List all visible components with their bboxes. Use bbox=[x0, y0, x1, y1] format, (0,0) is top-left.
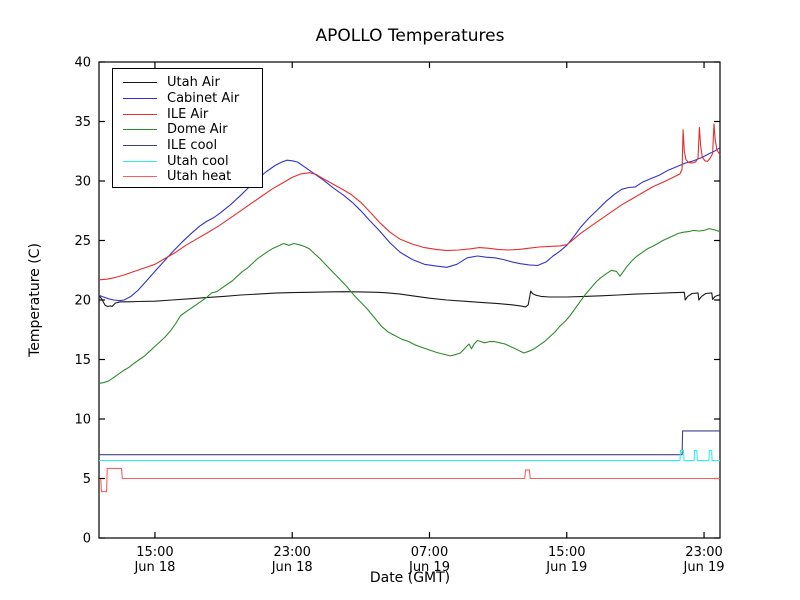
legend-line-sample-utah-heat bbox=[123, 176, 157, 178]
legend-line-sample-utah-cool bbox=[123, 160, 157, 162]
series-line-utah-heat bbox=[99, 467, 720, 493]
legend-item-cabinet-air: Cabinet Air bbox=[123, 91, 262, 107]
legend-item-ile-cool: ILE cool bbox=[123, 138, 262, 154]
legend-label-utah-air: Utah Air bbox=[167, 75, 220, 91]
legend: Utah Air Cabinet Air ILE Air Dome Air ILE co… bbox=[112, 68, 263, 188]
series-line-ile-air bbox=[98, 123, 721, 281]
legend-item-utah-air: Utah Air bbox=[123, 75, 262, 91]
legend-line-sample-ile-air bbox=[123, 113, 157, 115]
legend-label-ile-cool: ILE cool bbox=[167, 138, 218, 154]
legend-label-cabinet-air: Cabinet Air bbox=[167, 91, 240, 107]
legend-line-sample-ile-cool bbox=[123, 145, 157, 147]
y-tick-label: 40 bbox=[74, 56, 91, 71]
legend-label-dome-air: Dome Air bbox=[167, 122, 228, 138]
y-tick-label: 20 bbox=[74, 294, 91, 309]
series-line-ile-cool bbox=[99, 430, 720, 456]
x-tick-label-date: Jun 19 bbox=[683, 560, 725, 575]
y-tick-label: 10 bbox=[74, 413, 91, 428]
y-tick-label: 30 bbox=[74, 175, 91, 190]
legend-item-utah-cool: Utah cool bbox=[123, 153, 262, 169]
series-line-utah-air bbox=[98, 290, 721, 308]
x-tick-label-date: Jun 19 bbox=[408, 560, 450, 575]
legend-label-ile-air: ILE Air bbox=[167, 106, 209, 122]
y-tick-label: 0 bbox=[83, 532, 91, 547]
x-tick-label-date: Jun 18 bbox=[133, 560, 175, 575]
series-line-cabinet-air bbox=[98, 147, 721, 302]
y-tick-label: 15 bbox=[74, 353, 91, 368]
y-tick-label: 25 bbox=[74, 234, 91, 249]
series-line-dome-air bbox=[98, 228, 721, 384]
legend-item-ile-air: ILE Air bbox=[123, 106, 262, 122]
legend-item-dome-air: Dome Air bbox=[123, 122, 262, 138]
y-tick-label: 35 bbox=[74, 115, 91, 130]
x-tick-label-time: 15:00 bbox=[136, 545, 173, 560]
x-tick-label-time: 23:00 bbox=[685, 545, 722, 560]
x-tick-label-time: 07:00 bbox=[411, 545, 448, 560]
series-line-utah-cool bbox=[99, 449, 720, 462]
x-tick-label-time: 15:00 bbox=[548, 545, 585, 560]
y-axis-label: Temperature (C) bbox=[27, 243, 43, 357]
legend-line-sample-dome-air bbox=[123, 129, 157, 131]
x-tick-label-date: Jun 19 bbox=[545, 560, 587, 575]
y-tick-label: 5 bbox=[83, 472, 91, 487]
x-axis-label: Date (GMT) bbox=[369, 570, 451, 586]
legend-line-sample-utah-air bbox=[123, 82, 157, 84]
x-tick-label-time: 23:00 bbox=[273, 545, 310, 560]
legend-item-utah-heat: Utah heat bbox=[123, 169, 262, 185]
legend-line-sample-cabinet-air bbox=[123, 98, 157, 100]
x-tick-label-date: Jun 18 bbox=[271, 560, 313, 575]
legend-label-utah-heat: Utah heat bbox=[167, 169, 232, 185]
legend-label-utah-cool: Utah cool bbox=[167, 153, 229, 169]
chart-title: APOLLO Temperatures bbox=[315, 26, 505, 46]
